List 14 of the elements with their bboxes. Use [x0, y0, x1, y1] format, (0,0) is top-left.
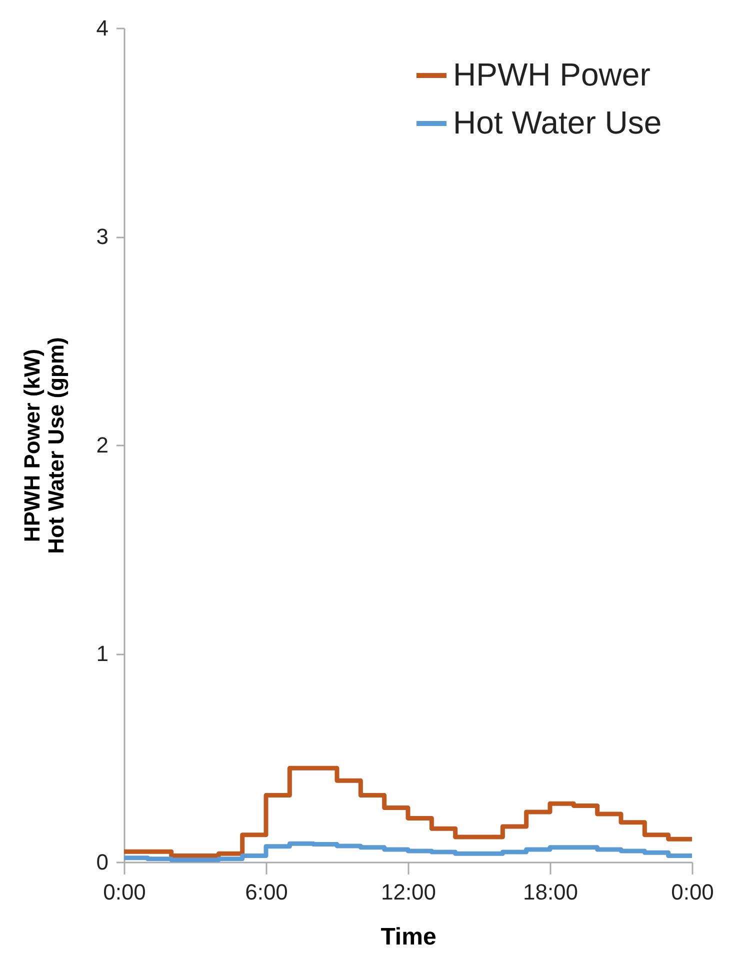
x-tick-label: 0:00 [671, 880, 714, 904]
x-axis-title: Time [380, 924, 436, 950]
legend-label: Hot Water Use [453, 104, 662, 140]
y-tick-label: 2 [96, 432, 108, 458]
x-tick-label: 0:00 [103, 880, 146, 904]
x-tick-label: 6:00 [245, 880, 288, 904]
x-tick-label: 12:00 [380, 880, 436, 904]
y-tick-label: 1 [96, 641, 108, 666]
y-tick-label: 4 [96, 16, 108, 40]
y-axis-title: HPWH Power (kW) Hot Water Use (gpm) [19, 337, 68, 554]
y-tick-label: 3 [96, 224, 108, 249]
y-tick-label: 0 [96, 850, 108, 874]
x-tick-label: 18:00 [522, 880, 578, 904]
legend-label: HPWH Power [453, 56, 651, 92]
